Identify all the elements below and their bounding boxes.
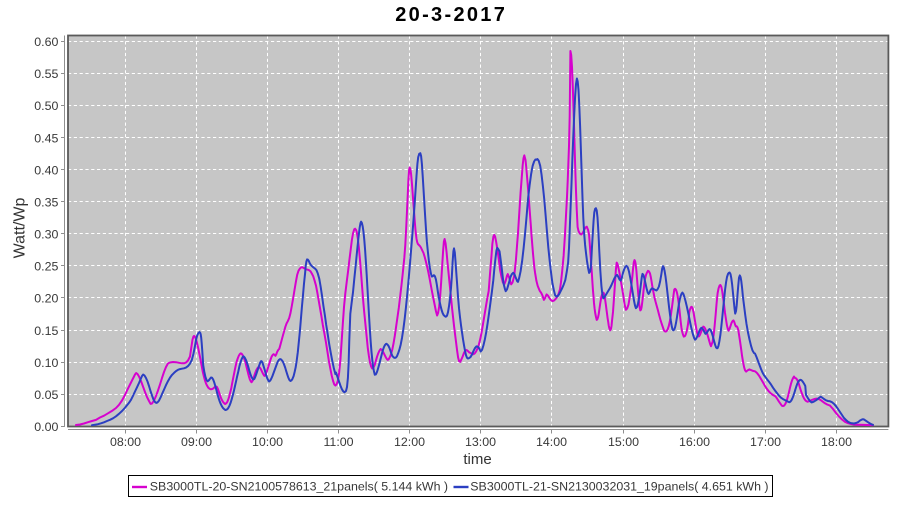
svg-text:20-3-2017: 20-3-2017 (395, 4, 507, 26)
svg-text:13:00: 13:00 (465, 435, 496, 449)
svg-text:17:00: 17:00 (750, 435, 781, 449)
svg-text:15:00: 15:00 (608, 435, 639, 449)
svg-text:0.55: 0.55 (34, 67, 58, 81)
svg-text:0.30: 0.30 (34, 228, 58, 242)
svg-text:0.15: 0.15 (34, 324, 58, 338)
svg-text:11:00: 11:00 (323, 435, 353, 449)
svg-text:0.05: 0.05 (34, 388, 58, 402)
svg-text:0.00: 0.00 (34, 420, 58, 434)
svg-text:10:00: 10:00 (252, 435, 283, 449)
svg-text:0.35: 0.35 (34, 195, 58, 209)
svg-text:0.45: 0.45 (34, 131, 58, 145)
svg-text:09:00: 09:00 (181, 435, 212, 449)
svg-text:08:00: 08:00 (110, 435, 141, 449)
svg-text:12:00: 12:00 (394, 435, 425, 449)
svg-text:0.10: 0.10 (34, 356, 58, 370)
svg-text:0.25: 0.25 (34, 260, 58, 274)
svg-text:time: time (463, 451, 491, 468)
svg-text:0.60: 0.60 (34, 35, 58, 49)
svg-text:Watt/Wp: Watt/Wp (12, 198, 29, 259)
svg-text:SB3000TL-21-SN2130032031_19pan: SB3000TL-21-SN2130032031_19panels( 4.651… (470, 480, 768, 494)
svg-text:SB3000TL-20-SN2100578613_21pan: SB3000TL-20-SN2100578613_21panels( 5.144… (150, 480, 448, 494)
svg-text:16:00: 16:00 (679, 435, 710, 449)
svg-text:0.40: 0.40 (34, 163, 58, 177)
svg-text:18:00: 18:00 (821, 435, 852, 449)
svg-text:0.50: 0.50 (34, 99, 58, 113)
svg-text:14:00: 14:00 (536, 435, 567, 449)
svg-text:0.20: 0.20 (34, 292, 58, 306)
